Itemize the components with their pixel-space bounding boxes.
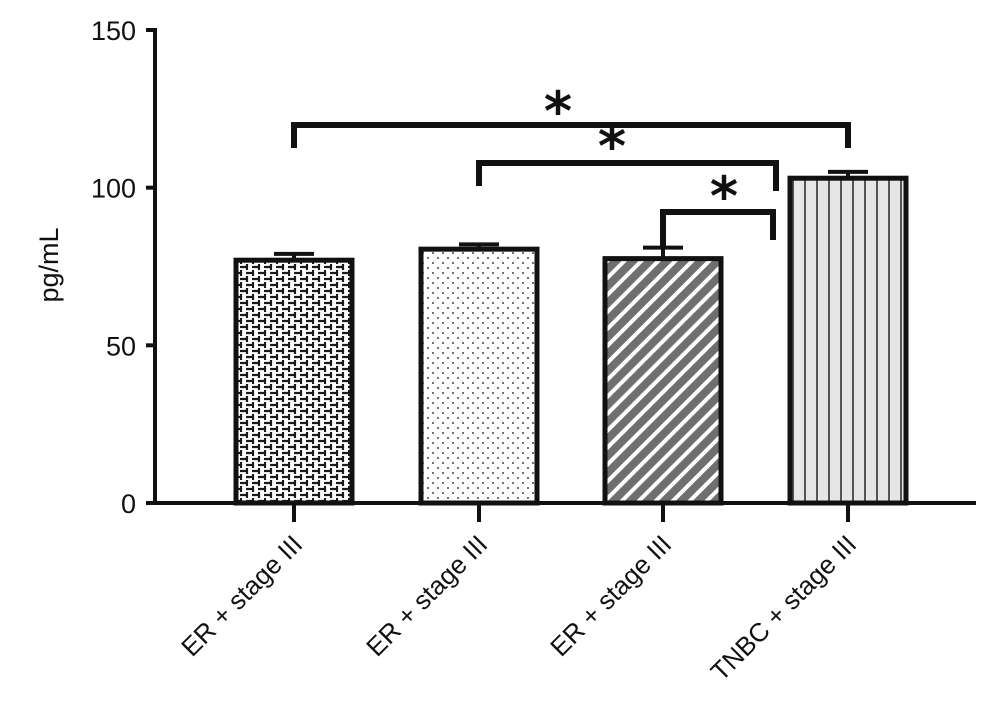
bar-3 xyxy=(602,256,724,506)
significance-star: * xyxy=(598,115,626,178)
x-tick-label: ER + stage III xyxy=(544,529,677,662)
error-bars xyxy=(274,169,868,261)
bar-2 xyxy=(418,246,540,506)
y-tick-label: 100 xyxy=(91,174,136,204)
significance-star: * xyxy=(544,80,572,143)
significance-star: * xyxy=(710,165,738,228)
x-ticks: ER + stage III ER + stage III ER + stage I… xyxy=(175,503,862,687)
significance-brackets: * * * xyxy=(291,80,851,247)
y-tick-label: 150 xyxy=(91,16,136,46)
x-tick-label: ER + stage III xyxy=(175,529,308,662)
bar-1 xyxy=(233,257,355,506)
significance-bracket-1: * xyxy=(291,80,851,148)
bars xyxy=(233,175,909,506)
error-bar-1 xyxy=(274,251,314,261)
y-tick-label: 50 xyxy=(106,331,136,361)
bar-4 xyxy=(787,175,909,506)
significance-bracket-3: * xyxy=(660,165,776,247)
error-bar-4 xyxy=(828,169,868,179)
y-ticks: 0 50 100 150 xyxy=(91,16,157,519)
x-tick-label: TNBC + stage III xyxy=(705,529,863,687)
x-tick-label: ER + stage III xyxy=(360,529,493,662)
y-axis-title: pg/mL xyxy=(34,227,64,302)
y-tick-label: 0 xyxy=(121,489,136,519)
significance-bracket-2: * xyxy=(476,115,779,191)
error-bar-2 xyxy=(459,242,499,250)
error-bar-3 xyxy=(643,245,683,259)
